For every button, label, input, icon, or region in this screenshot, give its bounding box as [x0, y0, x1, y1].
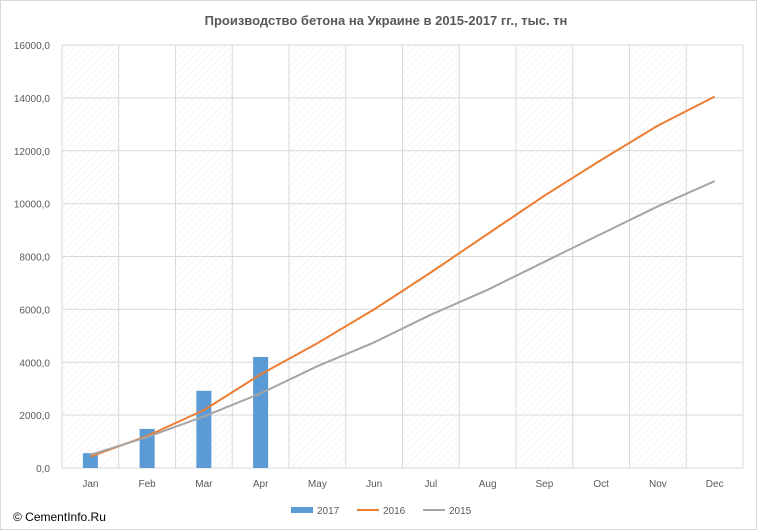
- line-series: [90, 95, 716, 458]
- chart-title: Производство бетона на Украине в 2015-20…: [205, 13, 568, 28]
- y-tick-label: 2000,0: [19, 411, 50, 422]
- x-tick-label: Apr: [253, 479, 269, 490]
- x-tick-label: Sep: [535, 479, 553, 490]
- y-tick-label: 0,0: [36, 464, 50, 475]
- y-tick-label: 12000,0: [14, 147, 51, 158]
- y-axis: 0,0 2000,0 4000,0 6000,0 8000,0 10000,0 12000,…: [14, 41, 51, 475]
- legend-label: 2016: [383, 506, 406, 517]
- x-tick-label: Jan: [82, 479, 98, 490]
- x-tick-label: May: [308, 479, 327, 490]
- x-tick-label: Jun: [366, 479, 382, 490]
- y-tick-label: 10000,0: [14, 200, 51, 211]
- legend-label: 2015: [449, 506, 472, 517]
- line-2016: [90, 95, 716, 458]
- line-2015: [90, 180, 716, 456]
- site-credit: © CementInfo.Ru: [13, 510, 106, 524]
- x-tick-label: Dec: [706, 479, 724, 490]
- bar-series-2017: [82, 356, 269, 468]
- legend-item-2015: 2015: [423, 506, 472, 517]
- legend-swatch: [291, 507, 313, 513]
- y-tick-label: 16000,0: [14, 41, 51, 52]
- y-tick-label: 8000,0: [19, 253, 50, 264]
- legend-label: 2017: [317, 506, 340, 517]
- legend: 2017 2016 2015: [291, 506, 472, 517]
- gridlines: [61, 44, 744, 469]
- x-tick-label: Oct: [593, 479, 609, 490]
- bar-2017-jan: [82, 453, 98, 468]
- x-tick-label: Nov: [649, 479, 667, 490]
- bar-2017-apr: [253, 356, 269, 468]
- x-tick-label: Aug: [479, 479, 497, 490]
- x-axis: Jan Feb Mar Apr May Jun Jul Aug Sep Oct Nov Dec: [82, 479, 723, 490]
- bar-2017-mar: [196, 390, 212, 468]
- y-tick-label: 6000,0: [19, 305, 50, 316]
- legend-item-2016: 2016: [357, 506, 406, 517]
- x-tick-label: Mar: [195, 479, 213, 490]
- legend-item-2017: 2017: [291, 506, 340, 517]
- x-tick-label: Feb: [139, 479, 157, 490]
- y-tick-label: 14000,0: [14, 94, 51, 105]
- x-tick-label: Jul: [424, 479, 437, 490]
- y-tick-label: 4000,0: [19, 358, 50, 369]
